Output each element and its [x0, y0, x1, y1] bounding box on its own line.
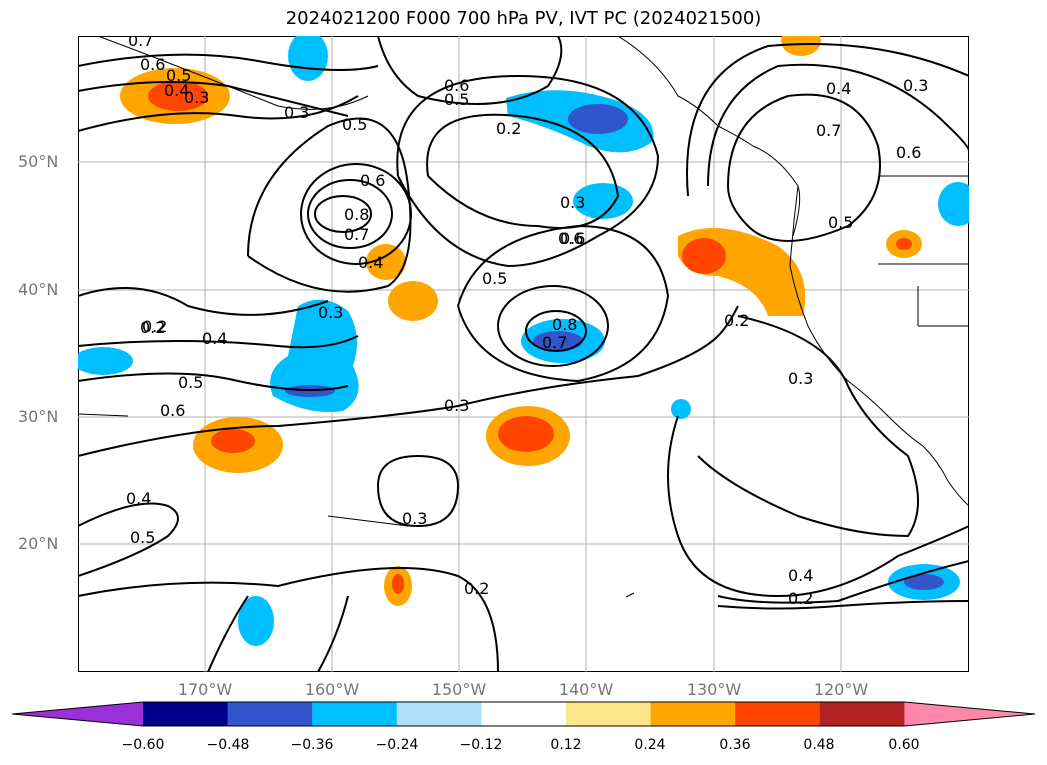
negative-anomaly-regions: [78, 36, 969, 646]
colorbar-segment: [396, 702, 482, 726]
map-frame: [78, 36, 969, 672]
contour-label: 0.3: [560, 193, 585, 212]
colorbar-tick: 0.24: [634, 737, 666, 753]
lon-label-120w: 120°W: [813, 680, 869, 699]
contour-label: 0.3: [402, 509, 427, 528]
lon-label-130w: 130°W: [686, 680, 742, 699]
contour-label: 0.7: [816, 121, 841, 140]
contour-label: 0.5: [482, 269, 507, 288]
contour-label: 0.6: [896, 143, 921, 162]
contour-label: 0.5: [342, 115, 367, 134]
colorbar-segment: [481, 702, 567, 726]
colorbar-segment: [819, 702, 905, 726]
contour-labels: 0.7 0.6 0.5 0.4 0.3 0.3 0.5 0.6 0.6 0.5 …: [126, 36, 928, 608]
colorbar-tick: 0.36: [719, 737, 751, 753]
colorbar-tick: −0.48: [206, 737, 250, 753]
colorbar: [11, 701, 1036, 727]
contour-label: 0.7: [128, 36, 153, 50]
contour-label: 0.6: [360, 171, 385, 190]
contour-label: 0.2: [496, 119, 521, 138]
lat-label-50n: 50°N: [18, 152, 59, 171]
lon-label-150w: 150°W: [431, 680, 487, 699]
contour-label: 0.5: [166, 66, 191, 85]
colorbar-tick: −0.36: [290, 737, 334, 753]
colorbar-tick: −0.12: [459, 737, 503, 753]
colorbar-tick: 0.12: [550, 737, 582, 753]
contour-label: 0.6: [560, 229, 585, 248]
contour-label: 0.6: [140, 55, 165, 74]
contour-label: 0.3: [444, 396, 469, 415]
colorbar-tick: −0.24: [375, 737, 419, 753]
contour-label: 0.3: [788, 369, 813, 388]
contour-label: 0.4: [202, 329, 227, 348]
contour-label: 0.2: [724, 311, 749, 330]
contour-label: 0.8: [344, 205, 369, 224]
contour-label: 0.4: [358, 253, 383, 272]
map-title: 2024021200 F000 700 hPa PV, IVT PC (2024…: [285, 8, 762, 29]
colorbar-segment: [227, 702, 313, 726]
colorbar-extend-max: [904, 702, 1035, 726]
colorbar-outline: [11, 701, 1036, 727]
contour-label: 0.4: [826, 79, 851, 98]
pv-contours: [78, 36, 969, 672]
contour-label: 0.5: [444, 90, 469, 109]
lon-label-160w: 160°W: [304, 680, 360, 699]
colorbar-tick: 0.48: [803, 737, 835, 753]
colorbar-segment: [312, 702, 398, 726]
contour-label: 0.5: [130, 528, 155, 547]
contour-label: 0.2: [140, 318, 165, 337]
contour-label: 0.4: [164, 81, 189, 100]
colorbar-segment: [143, 702, 229, 726]
contour-label: 0.3: [184, 88, 209, 107]
map-canvas: 0.7 0.6 0.5 0.4 0.3 0.3 0.5 0.6 0.6 0.5 …: [78, 36, 969, 672]
lat-label-40n: 40°N: [18, 280, 59, 299]
contour-label: 0.4: [788, 566, 813, 585]
lat-label-30n: 30°N: [18, 407, 59, 426]
contour-label: 0.5: [828, 213, 853, 232]
contour-label: 0.3: [318, 303, 343, 322]
contour-label: 0.3: [284, 103, 309, 122]
lat-label-20n: 20°N: [18, 534, 59, 553]
positive-anomaly-regions: [120, 36, 922, 606]
contour-label: 0.2: [788, 589, 813, 608]
contour-label: 0.6: [558, 229, 583, 248]
contour-label: 0.3: [903, 76, 928, 95]
contour-label: 0.7: [542, 333, 567, 352]
contour-label: 0.6: [160, 401, 185, 420]
coastlines: [78, 36, 969, 598]
lon-label-140w: 140°W: [558, 680, 614, 699]
contour-label: 0.6: [444, 76, 469, 95]
contour-label: 0.7: [344, 225, 369, 244]
colorbar-tick: 0.60: [888, 737, 920, 753]
lon-label-170w: 170°W: [177, 680, 233, 699]
colorbar-segment: [650, 702, 736, 726]
contour-label: 0.4: [126, 489, 151, 508]
colorbar-segment: [566, 702, 652, 726]
colorbar-segment: [735, 702, 821, 726]
contour-label: 0.5: [178, 373, 203, 392]
contour-label: 0.2: [142, 317, 167, 336]
contour-label: 0.8: [552, 315, 577, 334]
contour-label: 0.2: [464, 579, 489, 598]
colorbar-tick: −0.60: [121, 737, 165, 753]
colorbar-extend-min: [12, 702, 143, 726]
